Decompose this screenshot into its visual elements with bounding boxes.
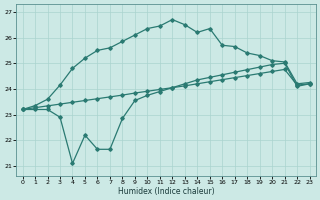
- X-axis label: Humidex (Indice chaleur): Humidex (Indice chaleur): [118, 187, 214, 196]
